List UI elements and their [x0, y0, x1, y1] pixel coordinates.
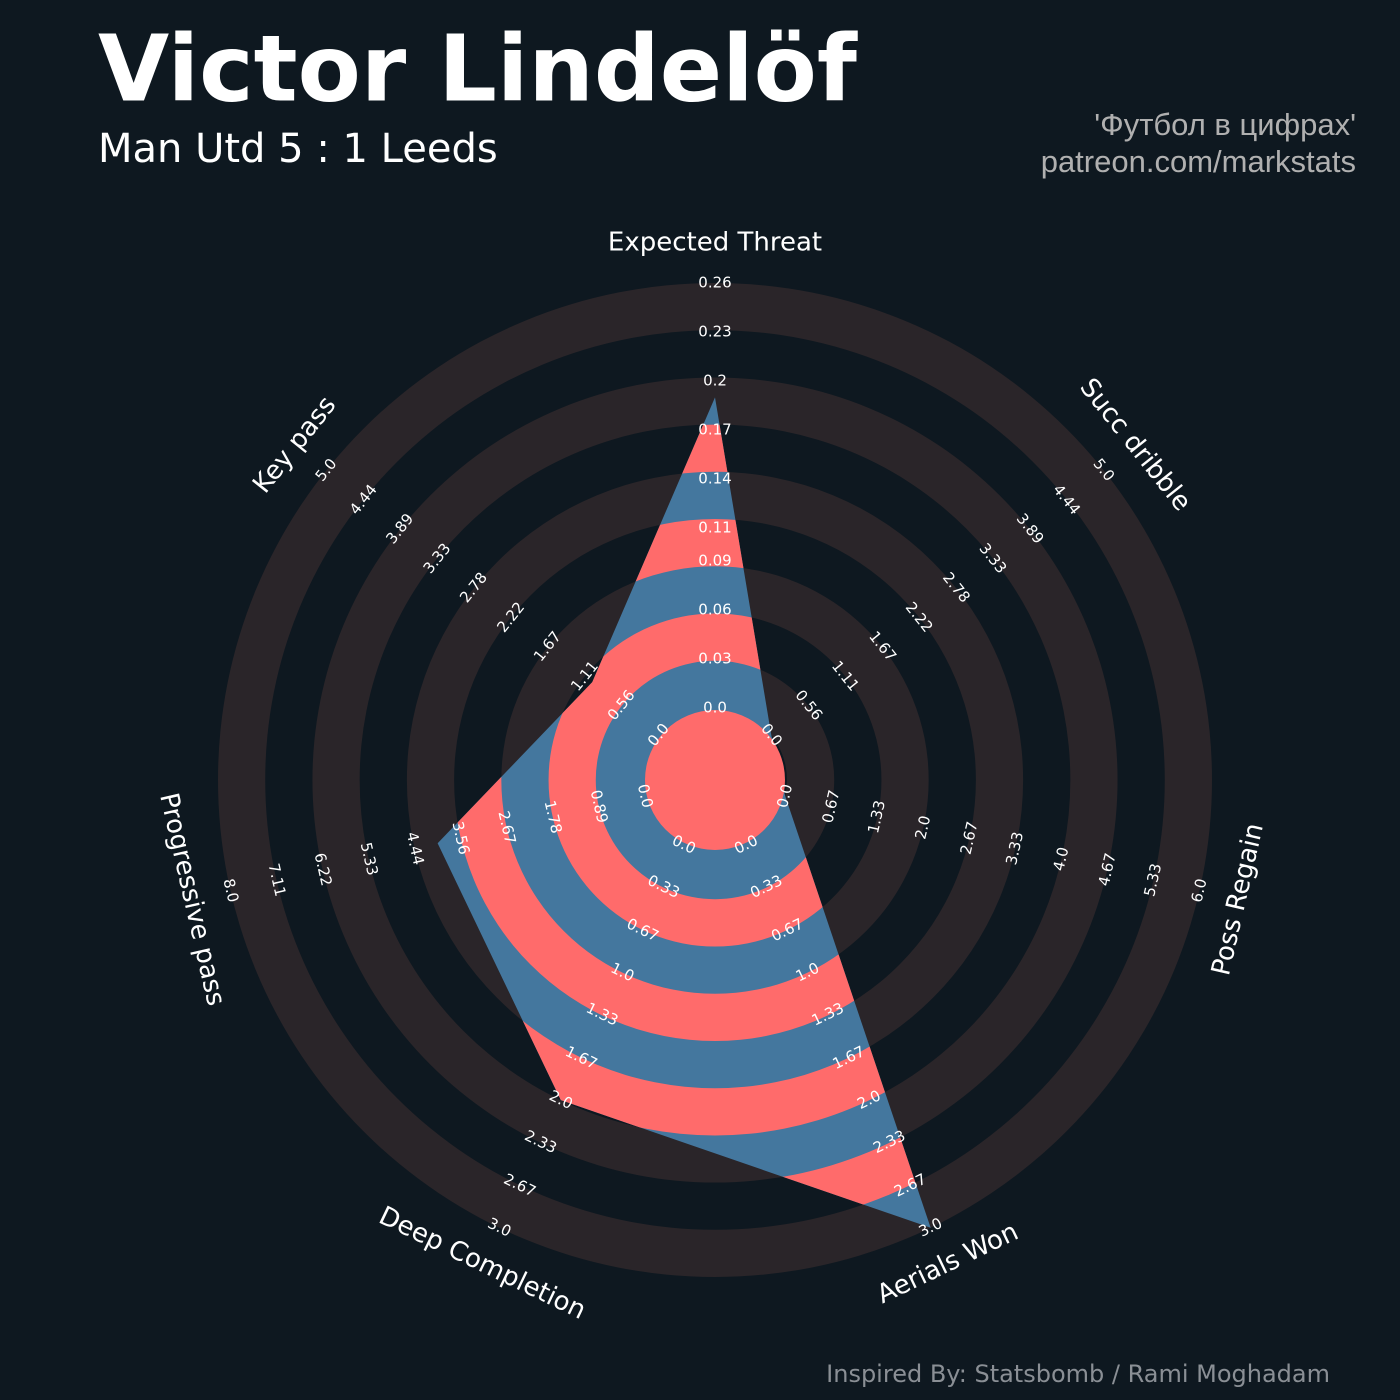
axis-label: Expected Threat [608, 228, 822, 258]
tick-label: 0.26 [698, 274, 731, 292]
credit: patreon.com/markstats [1041, 144, 1356, 179]
center-circle [645, 710, 785, 850]
credit: 'Футбол в цифрах' [1094, 107, 1356, 142]
footer: Inspired By: Statsbomb / Rami Moghadam [826, 1360, 1330, 1388]
tick-label: 0.0 [703, 699, 727, 717]
tick-label: 4.0 [1050, 845, 1073, 872]
tick-label: 0.11 [698, 519, 731, 537]
subtitle: Man Utd 5 : 1 Leeds [98, 126, 498, 172]
tick-label: 0.14 [698, 470, 731, 488]
tick-label: 8.0 [220, 877, 243, 904]
tick-label: 0.03 [698, 649, 731, 667]
tick-label: 0.17 [698, 421, 731, 439]
tick-label: 0.0 [773, 782, 796, 809]
tick-label: 6.0 [1188, 877, 1211, 904]
tick-label: 0.0 [634, 782, 657, 809]
tick-label: 0.2 [703, 372, 727, 390]
title: Victor Lindelöf [98, 15, 858, 122]
tick-label: 0.09 [698, 551, 731, 569]
tick-label: 2.0 [911, 814, 934, 841]
tick-label: 0.06 [698, 600, 731, 618]
tick-label: 0.23 [698, 323, 731, 341]
